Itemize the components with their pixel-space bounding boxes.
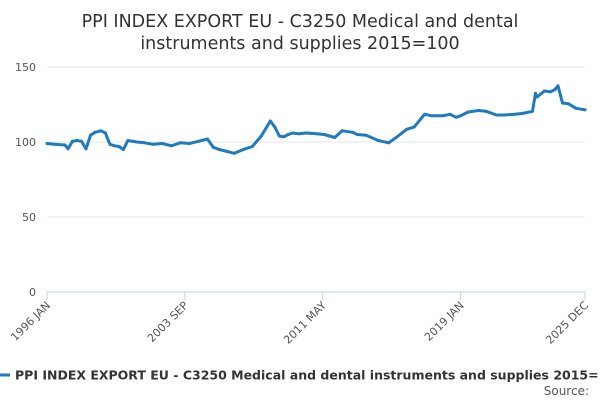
data-point: [291, 131, 295, 135]
data-point: [217, 148, 221, 151]
data-point: [454, 115, 458, 119]
data-point: [477, 109, 481, 112]
data-point: [441, 114, 445, 118]
data-point: [142, 141, 146, 145]
data-point: [71, 139, 74, 143]
data-point: [187, 142, 191, 145]
data-point: [268, 119, 272, 123]
y-tick-label: 0: [29, 286, 36, 299]
x-axis: 1996 JAN 2003 SEP 2011 MAY 2019 JAN 2025 DEC: [8, 291, 591, 347]
x-tick-label: 1996 JAN: [8, 299, 53, 344]
data-point: [63, 143, 67, 147]
data-point: [66, 147, 70, 151]
x-tick-label: 2003 SEP: [145, 299, 191, 345]
data-point: [223, 149, 227, 153]
data-point: [53, 142, 56, 146]
data-point: [282, 135, 286, 139]
data-point: [178, 141, 182, 145]
x-tick-label: 2011 MAY: [281, 299, 329, 347]
source-label: Source:: [544, 384, 589, 398]
data-point: [160, 142, 164, 145]
data-point: [169, 144, 173, 148]
x-tick-label: 2019 JAN: [422, 299, 467, 344]
data-point: [277, 134, 281, 138]
data-point: [364, 133, 368, 137]
data-point: [297, 132, 301, 136]
data-point: [355, 133, 359, 136]
data-point: [126, 139, 130, 142]
data-point: [130, 139, 134, 143]
legend-label[interactable]: PPI INDEX EXPORT EU - C3250 Medical and …: [15, 368, 600, 383]
legend[interactable]: PPI INDEX EXPORT EU - C3250 Medical and …: [0, 368, 600, 383]
x-tick-label: 2025 DEC: [543, 299, 591, 347]
data-point: [99, 129, 103, 133]
y-tick-label: 100: [15, 136, 36, 149]
data-point: [549, 90, 552, 94]
y-axis-ticks: 0 50 100 150: [15, 61, 36, 299]
data-point: [112, 144, 116, 148]
data-point: [211, 145, 215, 149]
data-point: [412, 125, 416, 129]
y-tick-label: 50: [22, 211, 36, 224]
data-point: [543, 89, 546, 93]
data-point: [241, 148, 245, 151]
data-point: [315, 132, 319, 136]
data-point: [513, 112, 517, 116]
data-point: [151, 142, 155, 146]
data-point: [520, 112, 524, 115]
data-point: [121, 148, 125, 151]
data-point: [135, 140, 139, 144]
data-point: [45, 142, 49, 145]
data-point: [448, 112, 452, 116]
data-point: [534, 91, 537, 95]
data-point: [286, 133, 290, 136]
data-point: [502, 113, 506, 117]
chart-title-line-1: PPI INDEX EXPORT EU - C3250 Medical and …: [82, 12, 519, 32]
data-point: [376, 139, 380, 142]
y-tick-label: 150: [15, 61, 36, 74]
data-point: [531, 109, 534, 113]
data-point: [196, 139, 200, 143]
data-point: [333, 136, 337, 139]
data-point: [495, 113, 499, 117]
data-point: [93, 130, 97, 134]
data-point: [574, 106, 578, 110]
series-layer: [45, 84, 587, 155]
data-point: [205, 137, 209, 141]
data-point: [250, 145, 254, 148]
data-point: [561, 101, 564, 105]
data-point: [430, 114, 434, 118]
data-point: [232, 151, 236, 155]
data-point: [394, 136, 398, 139]
data-point: [459, 114, 463, 118]
data-point: [75, 139, 79, 142]
data-point: [103, 131, 107, 135]
data-point: [80, 139, 83, 143]
data-point: [108, 142, 112, 146]
data-point: [466, 110, 470, 114]
series-line-0[interactable]: [45, 84, 587, 155]
data-point: [117, 145, 121, 148]
data-point: [387, 141, 391, 145]
data-point: [273, 125, 277, 129]
data-point: [535, 95, 539, 99]
data-point: [567, 102, 570, 106]
data-point: [583, 108, 587, 112]
data-point: [423, 112, 427, 116]
data-point: [553, 88, 557, 91]
chart-title-line-2: instruments and supplies 2015=100: [140, 34, 459, 54]
data-point: [322, 133, 326, 136]
data-point: [351, 130, 355, 134]
data-point: [405, 127, 409, 131]
data-point: [84, 147, 88, 151]
data-point: [340, 129, 344, 133]
data-point: [259, 134, 263, 138]
data-point: [89, 133, 92, 137]
data-point: [556, 84, 560, 88]
data-point: [304, 131, 308, 135]
data-point: [484, 109, 488, 113]
